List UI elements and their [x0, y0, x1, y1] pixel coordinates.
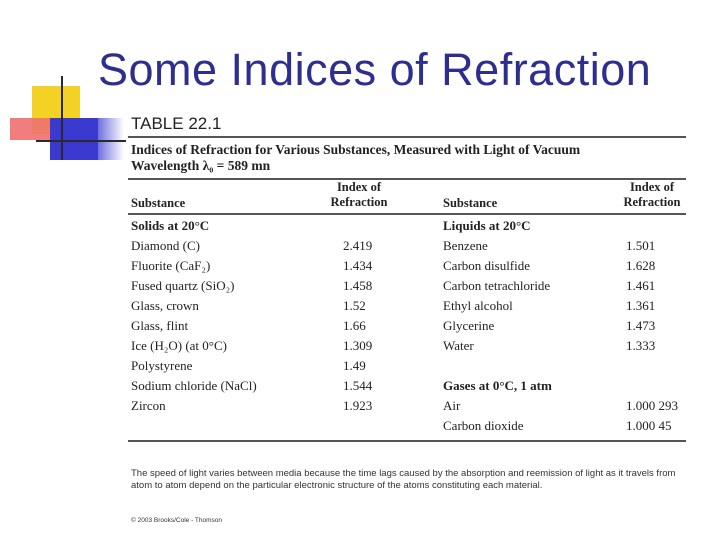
index-cell: 1.52 — [343, 298, 366, 313]
substance-cell: Glass, flint — [131, 318, 189, 333]
header-index-left-line2: Refraction — [330, 195, 388, 209]
substance-cell: Ice (H₂O) (at 0°C) — [131, 338, 227, 353]
header-index-left: Index of Refraction — [326, 180, 392, 210]
table-label: TABLE 22.1 — [131, 114, 222, 133]
substance-cell: Water — [443, 338, 474, 353]
header-index-left-line1: Index of — [336, 180, 382, 194]
index-cell: 1.544 — [343, 378, 373, 393]
substance-cell: Carbon dioxide — [443, 418, 524, 433]
slide-title: Some Indices of Refraction — [98, 44, 652, 95]
section-liquids: Liquids at 20°C — [443, 218, 531, 233]
header-substance-left: Substance — [131, 196, 186, 210]
header-substance-right: Substance — [443, 196, 498, 210]
caption-line-1: Indices of Refraction for Various Substa… — [131, 142, 581, 157]
index-cell: 1.000 293 — [626, 398, 678, 413]
section-solids: Solids at 20°C — [131, 218, 210, 233]
decorative-horizontal-line — [36, 140, 126, 142]
decorative-blue-square — [50, 118, 98, 160]
substance-cell: Zircon — [131, 398, 166, 413]
index-cell: 1.458 — [343, 278, 373, 293]
substance-cell: Glass, crown — [131, 298, 199, 313]
index-cell: 1.309 — [343, 338, 373, 353]
index-cell: 1.461 — [626, 278, 656, 293]
decorative-blue-gradient — [98, 118, 124, 160]
substance-cell: Glycerine — [443, 318, 495, 333]
index-cell: 1.473 — [626, 318, 656, 333]
substance-cell: Polystyrene — [131, 358, 193, 373]
substance-cell: Benzene — [443, 238, 488, 253]
index-cell: 1.501 — [626, 238, 656, 253]
header-rule — [128, 213, 686, 215]
index-cell: 1.628 — [626, 258, 656, 273]
substance-cell: Carbon disulfide — [443, 258, 531, 273]
index-cell: 1.361 — [626, 298, 656, 313]
substance-cell: Diamond (C) — [131, 238, 200, 253]
index-cell: 1.434 — [343, 258, 373, 273]
decorative-red-square — [10, 118, 54, 140]
index-cell: 1.49 — [343, 358, 366, 373]
decorative-vertical-line — [61, 76, 63, 160]
substance-cell: Ethyl alcohol — [443, 298, 513, 313]
substance-cell: Sodium chloride (NaCl) — [131, 378, 257, 393]
table-top-rule — [128, 136, 686, 138]
header-index-right: Index of Refraction — [618, 180, 686, 210]
header-index-right-line1: Index of — [629, 180, 675, 194]
table-bottom-rule — [128, 440, 686, 442]
caption-line-2: Wavelength λ₀ = 589 mn — [131, 158, 271, 173]
substance-cell: Air — [443, 398, 461, 413]
section-gases: Gases at 0°C, 1 atm — [443, 378, 552, 393]
index-cell: 1.333 — [626, 338, 656, 353]
substance-cell: Carbon tetrachloride — [443, 278, 551, 293]
substance-cell: Fused quartz (SiO₂) — [131, 278, 235, 293]
index-cell: 1.66 — [343, 318, 366, 333]
index-cell: 1.000 45 — [626, 418, 672, 433]
table-caption: Indices of Refraction for Various Substa… — [131, 142, 691, 174]
table-footnote: The speed of light varies between media … — [131, 468, 676, 491]
substance-cell: Fluorite (CaF₂) — [131, 258, 211, 273]
index-cell: 2.419 — [343, 238, 373, 253]
caption-rule — [128, 178, 686, 180]
copyright-notice: © 2003 Brooks/Cole - Thomson — [131, 517, 223, 524]
index-cell: 1.923 — [343, 398, 373, 413]
header-index-right-line2: Refraction — [623, 195, 681, 209]
